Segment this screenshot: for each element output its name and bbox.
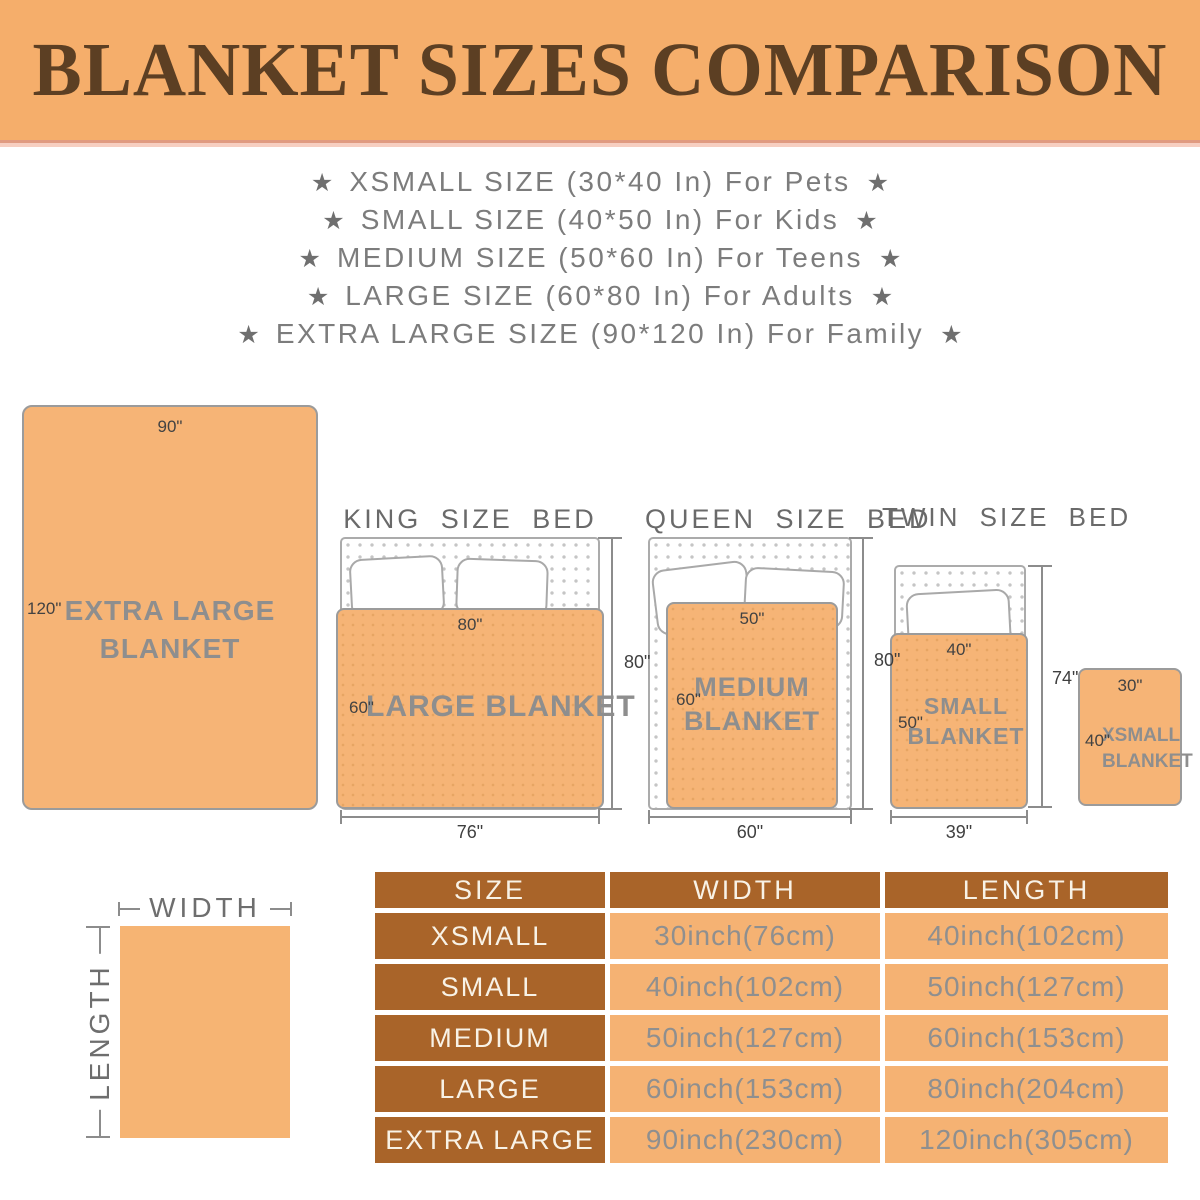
small-blanket-length-dim: 50" [898,713,923,732]
star-icon: ★ [310,169,334,197]
small-blanket: 40" 50" SMALL BLANKET [890,633,1028,809]
table-width-cell: 50inch(127cm) [610,1015,880,1061]
twin-bed-title: TWIN SIZE BED [882,502,1132,532]
xsmall-blanket: 30" 40" XSMALL BLANKET [1078,668,1193,806]
queen-bed-title: QUEEN SIZE BED [645,504,932,534]
size-note-xsmall: ★ XSMALL SIZE (30*40 In) For Pets ★ [0,163,1200,201]
large-blanket: 80" 60" LARGE BLANKET [336,608,636,809]
large-blanket-width-dim: 80" [457,615,483,634]
table-size-cell: MEDIUM [375,1015,605,1061]
size-note-text: MEDIUM SIZE (50*60 In) For Teens [336,242,864,273]
size-note-text: LARGE SIZE (60*80 In) For Adults [345,280,855,311]
table-size-cell: XSMALL [375,913,605,959]
size-note-text: XSMALL SIZE (30*40 In) For Pets [349,166,851,197]
measurement-line [598,537,622,810]
star-icon: ★ [870,283,894,311]
table-header-width: WIDTH [610,872,880,908]
size-note-text: EXTRA LARGE SIZE (90*120 In) For Family [275,318,925,349]
table-width-cell: 40inch(102cm) [610,964,880,1010]
width-legend-label: WIDTH [120,892,290,924]
xl-blanket-label: EXTRA LARGE BLANKET [64,595,276,664]
star-icon: ★ [237,321,260,349]
table-size-cell: SMALL [375,964,605,1010]
measurement-line [890,810,1028,824]
large-blanket-label: LARGE BLANKET [366,690,636,723]
page-title: BLANKET SIZES COMPARISON [32,27,1168,112]
xl-length-dim: 120" [27,599,62,618]
table-size-cell: LARGE [375,1066,605,1112]
table-length-cell: 120inch(305cm) [885,1117,1168,1163]
medium-blanket-length-dim: 60" [676,690,701,709]
star-icon: ★ [306,283,330,311]
table-size-cell: EXTRA LARGE [375,1117,605,1163]
measurement-line [340,810,600,824]
star-icon: ★ [322,207,345,235]
size-note-medium: ★ MEDIUM SIZE (50*60 In) For Teens ★ [0,239,1200,277]
king-bed-length-label: 80" [624,652,651,672]
legend-blanket-swatch [120,926,290,1138]
table-header-length: LENGTH [885,872,1168,908]
star-icon: ★ [855,207,878,235]
measurement-line [648,810,852,824]
length-legend-label: LENGTH [84,954,116,1110]
king-bed-width-label: 76" [456,822,484,842]
table-length-cell: 40inch(102cm) [885,913,1168,959]
size-table: SIZE WIDTH LENGTH XSMALL 30inch(76cm) 40… [375,872,1168,1163]
table-width-cell: 90inch(230cm) [610,1117,880,1163]
size-notes-list: ★ XSMALL SIZE (30*40 In) For Pets ★ ★ SMALL… [0,163,1200,353]
queen-bed-length-label: 80" [874,650,901,670]
table-width-cell: 30inch(76cm) [610,913,880,959]
small-blanket-label: SMALL BLANKET [907,693,1025,749]
size-note-small: ★ SMALL SIZE (40*50 In) For Kids ★ [0,201,1200,239]
twin-bed-width-label: 39" [945,822,973,842]
twin-bed-length-label: 74" [1052,668,1079,688]
star-icon: ★ [940,321,963,349]
size-note-text: SMALL SIZE (40*50 In) For Kids [360,204,840,235]
header-divider-light [0,143,1200,147]
xsmall-length-dim: 40" [1085,731,1110,750]
table-length-cell: 50inch(127cm) [885,964,1168,1010]
measurement-line [1028,565,1052,808]
star-icon: ★ [298,245,321,273]
xl-width-dim: 90" [157,417,183,436]
size-note-large: ★ LARGE SIZE (60*80 In) For Adults ★ [0,277,1200,315]
table-length-cell: 80inch(204cm) [885,1066,1168,1112]
extra-large-blanket: 90" 120" EXTRA LARGE BLANKET [22,405,318,810]
header-divider [0,140,1200,143]
large-blanket-length-dim: 60" [349,698,374,717]
king-bed-title: KING SIZE BED [343,504,597,534]
small-blanket-width-dim: 40" [946,640,972,659]
star-icon: ★ [879,245,902,273]
queen-bed-width-label: 60" [736,822,764,842]
table-header-size: SIZE [375,872,605,908]
star-icon: ★ [866,169,890,197]
table-width-cell: 60inch(153cm) [610,1066,880,1112]
medium-blanket-label: MEDIUM BLANKET [684,672,820,736]
medium-blanket: 50" 60" MEDIUM BLANKET [666,602,838,809]
xsmall-blanket-label: XSMALL BLANKET [1102,725,1193,772]
measurement-line [849,537,873,810]
table-length-cell: 60inch(153cm) [885,1015,1168,1061]
header-banner: BLANKET SIZES COMPARISON [0,0,1200,140]
size-note-extra-large: ★ EXTRA LARGE SIZE (90*120 In) For Family… [0,315,1200,353]
medium-blanket-width-dim: 50" [739,609,765,628]
xsmall-width-dim: 30" [1117,676,1143,695]
